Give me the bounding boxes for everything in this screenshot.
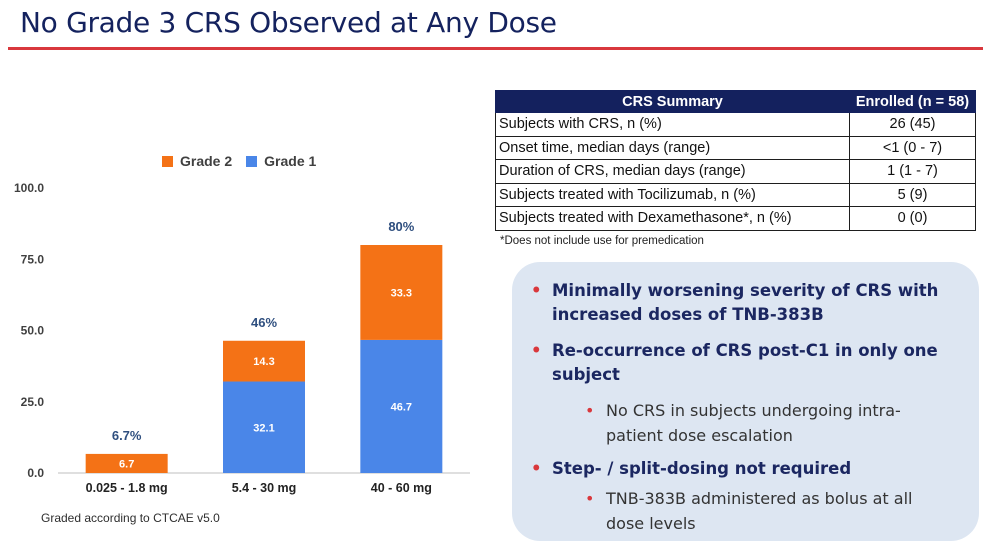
bullet-2-line-2: subject [552,365,620,384]
bar-segment-grade2 [360,245,443,340]
table-row: Subjects treated with Tocilizumab, n (%)… [495,182,976,207]
table-header-summary: CRS Summary [495,90,850,113]
bar-segment-grade2 [85,453,168,473]
table-row: Duration of CRS, median days (range) 1 (… [495,159,976,184]
legend-swatch-grade1 [246,155,258,167]
y-tick-label: 50.0 [21,324,45,338]
table-cell-label: Subjects with CRS, n (%) [495,112,850,137]
bullet-dot-icon: • [531,459,542,478]
bullet-2-line-1: Re-occurrence of CRS post-C1 in only one [552,341,938,360]
table-cell-label: Duration of CRS, median days (range) [495,159,850,184]
table-cell-value: 0 (0) [849,206,976,231]
bullet-1-line-2: increased doses of TNB-383B [552,305,824,324]
total-label: 6.7% [112,428,142,443]
x-category-label: 0.025 - 1.8 mg [86,481,168,495]
y-tick-label: 100.0 [14,181,44,195]
legend-label-grade2: Grade 2 [180,153,233,169]
bullet-3-sub-line-2: dose levels [606,514,696,533]
table-header-row: CRS Summary Enrolled (n = 58) [495,90,976,113]
y-tick-label: 0.0 [27,466,44,480]
bullet-dot-icon: • [585,401,595,420]
data-label: 6.7 [119,458,134,470]
table-cell-label: Subjects treated with Dexamethasone*, n … [495,206,850,231]
y-tick-label: 25.0 [21,395,45,409]
bullet-1: • Minimally worsening severity of CRS wi… [531,279,939,327]
bullet-1-line-1: Minimally worsening severity of CRS with [552,281,939,300]
table-row: Onset time, median days (range) <1 (0 - … [495,135,976,160]
crs-summary-table: CRS Summary Enrolled (n = 58) Subjects w… [495,90,976,231]
data-label: 33.3 [391,287,412,299]
bar-segment-grade1 [360,339,443,473]
bullet-3-sub: • TNB-383B administered as bolus at all … [585,486,913,536]
y-tick-label: 75.0 [21,252,45,266]
chart-legend: Grade 2 Grade 1 [162,153,316,169]
bullet-2-sub-line-2: patient dose escalation [606,426,793,445]
bullet-3: • Step- / split-dosing not required [531,457,852,481]
x-category-label: 5.4 - 30 mg [232,481,297,495]
table-row: Subjects with CRS, n (%) 26 (45) [495,112,976,137]
bullet-2: • Re-occurrence of CRS post-C1 in only o… [531,339,938,387]
slide-title: No Grade 3 CRS Observed at Any Dose [20,6,557,39]
bar-segment-grade2 [223,340,305,382]
bullet-dot-icon: • [531,281,542,300]
key-findings-box [512,262,979,541]
table-cell-value: 1 (1 - 7) [849,159,976,184]
legend-swatch-grade2 [162,155,173,167]
title-divider [8,47,983,50]
table-footnote: *Does not include use for premedication [500,235,704,247]
legend-item-grade1: Grade 1 [246,153,316,169]
legend-label-grade1: Grade 1 [264,153,317,169]
table-cell-value: 5 (9) [849,182,976,207]
x-category-label: 40 - 60 mg [371,481,432,495]
total-label: 46% [251,315,277,330]
table-cell-label: Subjects treated with Tocilizumab, n (%) [495,182,850,207]
data-label: 14.3 [253,356,274,368]
bullet-dot-icon: • [585,489,595,508]
table-cell-label: Onset time, median days (range) [495,135,850,160]
table-cell-value: <1 (0 - 7) [849,135,976,160]
table-header-enrolled: Enrolled (n = 58) [849,90,976,113]
total-label: 80% [388,219,414,234]
data-label: 46.7 [391,401,412,413]
bullet-2-sub-line-1: No CRS in subjects undergoing intra- [606,401,901,420]
table-cell-value: 26 (45) [849,112,976,137]
bullet-dot-icon: • [531,341,542,360]
data-label: 32.1 [253,422,274,434]
legend-item-grade2: Grade 2 [162,153,232,169]
chart-footnote: Graded according to CTCAE v5.0 [41,511,220,525]
bullet-3-sub-line-1: TNB-383B administered as bolus at all [606,489,913,508]
stacked-bar-chart: 0.0 25.0 50.0 75.0 100.0 6.7 6.7% 0.025 - 1.8 m… [14,181,470,495]
bullet-3-line-1: Step- / split-dosing not required [552,459,852,478]
table-row: Subjects treated with Dexamethasone*, n … [495,206,976,231]
bullet-2-sub: • No CRS in subjects undergoing intra- p… [585,398,901,448]
bar-segment-grade1 [223,381,305,473]
